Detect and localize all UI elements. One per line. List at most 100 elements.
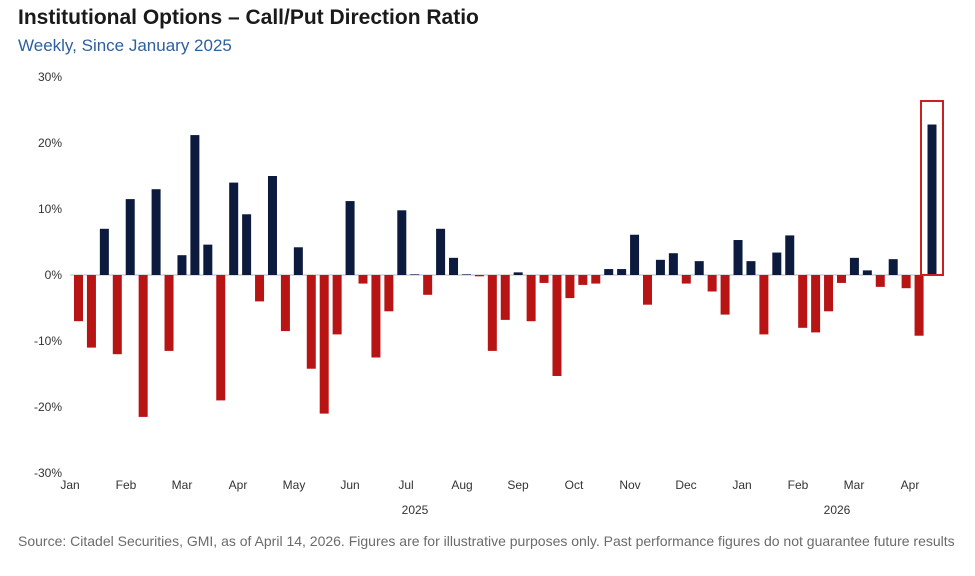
bar [824,275,834,312]
y-tick-label: 0% [45,268,63,282]
bar [733,240,743,275]
bar [280,275,290,332]
bar-series [74,100,944,417]
bar [578,275,588,285]
x-tick-label: Apr [229,478,248,492]
x-tick-label: Jan [60,478,79,492]
bar [461,274,471,275]
y-tick-label: -20% [34,400,62,414]
bar [86,275,96,348]
bar [630,234,640,275]
bar [862,270,872,275]
bar [836,275,846,283]
bar [164,275,174,351]
bar [332,275,342,335]
bar [74,275,83,322]
bar [112,275,122,355]
bar [655,259,665,275]
bar [203,244,213,275]
x-tick-label: Mar [844,478,865,492]
x-tick-label: Oct [565,478,584,492]
bar [190,135,200,275]
bar [410,274,420,275]
bar [384,275,394,312]
bar [746,261,756,275]
bar [927,124,937,276]
y-axis: -30% -20% -10% 0% 10% 20% 30% [34,70,944,480]
bar [138,275,148,417]
bar [267,176,277,275]
bar [513,272,523,275]
bar [668,253,678,275]
bar [720,275,730,315]
bar [474,275,484,277]
bar [125,199,135,275]
x-tick-label: Jan [732,478,751,492]
bar [242,214,252,275]
bar [436,228,446,275]
bar [888,259,898,275]
bar [617,269,627,275]
bar [759,275,769,335]
bar [319,275,329,414]
bar [681,275,691,284]
y-tick-label: 10% [38,202,62,216]
year-label: 2025 [402,503,429,517]
bar [772,252,782,275]
y-tick-label: 30% [38,70,62,84]
x-tick-label: Feb [788,478,809,492]
x-tick-label: Sep [507,478,529,492]
bar [798,275,808,328]
bar [229,182,239,275]
bar [811,275,821,333]
x-tick-label: May [283,478,306,492]
x-tick-label: Aug [451,478,472,492]
x-tick-label: Feb [116,478,137,492]
x-tick-label: Jul [398,478,413,492]
highlight-box [920,100,944,276]
bar [306,275,316,369]
x-tick-label: Apr [901,478,920,492]
y-tick-label: 20% [38,136,62,150]
bar [785,235,795,275]
bar [849,257,859,275]
y-tick-label: -10% [34,334,62,348]
year-label: 2026 [824,503,851,517]
bar [397,210,407,275]
bar [99,228,109,275]
bar [255,275,265,302]
x-axis: Jan Feb Mar Apr May Jun Jul Aug Sep Oct Nov Dec Jan F… [60,478,919,517]
bar [487,275,497,351]
bar [216,275,226,401]
bar [358,275,368,284]
bar [423,275,433,295]
bar [591,275,601,284]
bar [914,275,924,336]
bar [643,275,652,305]
y-tick-label: -30% [34,466,62,480]
x-tick-label: Jun [340,478,359,492]
bar [539,275,549,283]
bar [449,257,459,275]
x-tick-label: Dec [675,478,696,492]
bar [345,201,355,275]
bar [707,275,717,292]
bar [901,275,911,289]
chart-title: Institutional Options – Call/Put Directi… [18,6,479,29]
x-tick-label: Nov [619,478,640,492]
bar [293,247,303,275]
source-note: Source: Citadel Securities, GMI, as of A… [18,533,955,549]
x-tick-label: Mar [172,478,193,492]
bar [526,275,536,322]
bar [500,275,510,320]
bar [371,275,381,358]
bar [177,255,187,275]
bar [151,189,161,275]
bar [875,275,885,287]
bar-chart: -30%-20%-10%0%10%20%30% Jan Feb Mar Apr May J… [34,70,944,517]
bar [552,275,562,376]
bar [694,261,704,275]
bar [565,275,575,299]
chart-subtitle: Weekly, Since January 2025 [18,36,232,55]
bar [604,269,614,275]
